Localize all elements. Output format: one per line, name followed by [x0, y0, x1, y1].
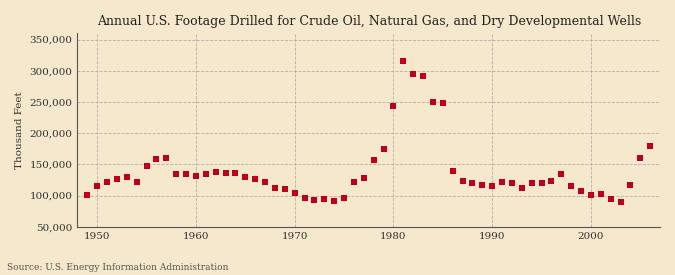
Point	[506, 181, 517, 185]
Point	[467, 181, 478, 185]
Point	[141, 164, 152, 168]
Point	[358, 176, 369, 180]
Point	[625, 183, 636, 187]
Point	[605, 197, 616, 201]
Point	[526, 181, 537, 185]
Point	[131, 180, 142, 184]
Point	[645, 144, 655, 148]
Point	[269, 185, 280, 190]
Point	[190, 174, 201, 178]
Point	[348, 180, 359, 184]
Point	[250, 177, 261, 181]
Point	[319, 197, 329, 201]
Point	[497, 180, 508, 184]
Point	[418, 74, 429, 78]
Point	[210, 170, 221, 174]
Point	[102, 180, 113, 184]
Point	[299, 195, 310, 200]
Point	[260, 180, 271, 184]
Point	[576, 189, 587, 194]
Point	[309, 198, 320, 202]
Point	[585, 193, 596, 197]
Point	[339, 196, 350, 200]
Point	[279, 187, 290, 192]
Point	[516, 186, 527, 190]
Point	[546, 179, 557, 183]
Point	[427, 100, 438, 104]
Point	[556, 172, 566, 176]
Title: Annual U.S. Footage Drilled for Crude Oil, Natural Gas, and Dry Developmental We: Annual U.S. Footage Drilled for Crude Oi…	[97, 15, 641, 28]
Point	[388, 104, 399, 108]
Point	[161, 156, 171, 160]
Point	[171, 172, 182, 176]
Text: Source: U.S. Energy Information Administration: Source: U.S. Energy Information Administ…	[7, 263, 228, 272]
Point	[437, 101, 448, 106]
Y-axis label: Thousand Feet: Thousand Feet	[15, 91, 24, 169]
Point	[487, 183, 497, 188]
Point	[92, 184, 103, 188]
Point	[615, 200, 626, 204]
Point	[448, 169, 458, 173]
Point	[536, 181, 547, 185]
Point	[378, 147, 389, 151]
Point	[151, 157, 162, 162]
Point	[408, 72, 418, 76]
Point	[290, 191, 300, 195]
Point	[230, 170, 241, 175]
Point	[200, 172, 211, 176]
Point	[111, 177, 122, 181]
Point	[635, 156, 646, 160]
Point	[122, 175, 132, 179]
Point	[329, 199, 340, 203]
Point	[240, 175, 250, 179]
Point	[181, 172, 192, 176]
Point	[82, 193, 92, 197]
Point	[220, 170, 231, 175]
Point	[369, 158, 379, 162]
Point	[398, 59, 408, 64]
Point	[457, 178, 468, 183]
Point	[566, 183, 576, 188]
Point	[477, 183, 487, 187]
Point	[595, 192, 606, 197]
